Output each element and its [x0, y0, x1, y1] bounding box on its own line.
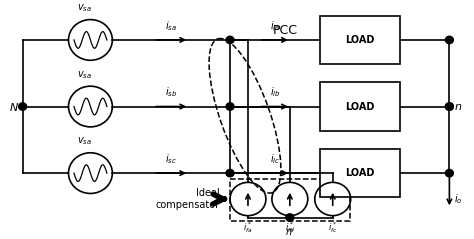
- Text: LOAD: LOAD: [345, 102, 374, 112]
- Text: $v_{sa}$: $v_{sa}$: [77, 136, 92, 147]
- Text: $i_{sa}$: $i_{sa}$: [165, 19, 177, 33]
- Text: $i_{la}$: $i_{la}$: [270, 19, 280, 33]
- Text: $N$: $N$: [9, 101, 18, 113]
- Text: $i_{sc}$: $i_{sc}$: [165, 152, 177, 166]
- Bar: [320, 149, 400, 197]
- Bar: [320, 82, 400, 130]
- Text: $i^*_{fb}$: $i^*_{fb}$: [285, 220, 295, 235]
- Circle shape: [446, 103, 453, 110]
- Text: $v_{sa}$: $v_{sa}$: [77, 2, 92, 14]
- Text: $i^*_{fa}$: $i^*_{fa}$: [243, 220, 253, 235]
- Text: $n'$: $n'$: [284, 227, 295, 239]
- Circle shape: [446, 169, 453, 177]
- Text: $i_{sb}$: $i_{sb}$: [165, 85, 177, 99]
- Text: $i_o$: $i_o$: [455, 192, 463, 206]
- Text: $n$: $n$: [455, 102, 463, 112]
- Text: LOAD: LOAD: [345, 168, 374, 178]
- Text: Ideal
compensator: Ideal compensator: [156, 188, 220, 210]
- Circle shape: [446, 36, 453, 44]
- Circle shape: [286, 214, 294, 221]
- Circle shape: [18, 103, 27, 110]
- Text: PCC: PCC: [273, 24, 297, 37]
- Bar: [320, 16, 400, 64]
- Circle shape: [226, 103, 234, 110]
- Circle shape: [446, 103, 453, 110]
- Text: $v_{sa}$: $v_{sa}$: [77, 69, 92, 81]
- Circle shape: [226, 36, 234, 44]
- Text: $i_{lc}$: $i_{lc}$: [270, 152, 280, 166]
- Circle shape: [226, 169, 234, 177]
- Text: $i_{lb}$: $i_{lb}$: [270, 85, 280, 99]
- Bar: [230, 179, 350, 221]
- Text: LOAD: LOAD: [345, 35, 374, 45]
- Text: $i^*_{fc}$: $i^*_{fc}$: [328, 220, 337, 235]
